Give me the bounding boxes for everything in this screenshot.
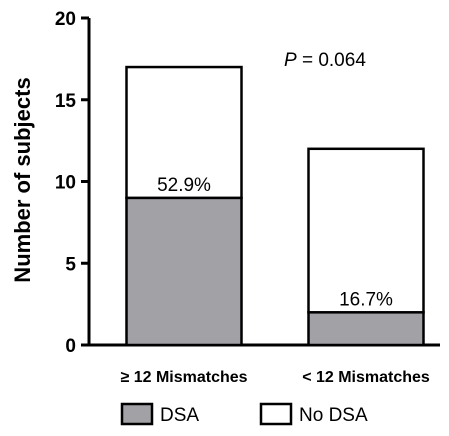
legend-label: DSA [160, 405, 199, 426]
legend-swatch [120, 402, 154, 426]
y-tick-label: 20 [55, 9, 76, 30]
bars: 52.9% ≥ 12 Mismatches 16.7% < 12 Mismatches [120, 65, 430, 386]
x-category-label: ≥ 12 Mismatches [120, 369, 247, 386]
p-value-annotation: P = 0.064 [284, 50, 366, 71]
y-tick-label: 15 [55, 91, 77, 112]
legend-label: No DSA [299, 405, 368, 426]
p-value-symbol: P [284, 50, 297, 71]
p-value-text: = 0.064 [297, 50, 367, 71]
y-axis-label: Number of subjects [10, 77, 35, 282]
percent-label: 16.7% [339, 289, 393, 310]
x-category-label: < 12 Mismatches [302, 369, 430, 386]
bar-segment-no-dsa [307, 147, 425, 314]
y-tick-label: 5 [65, 254, 76, 275]
bar-segment-dsa [125, 196, 243, 347]
legend-swatch [259, 402, 293, 426]
percent-label: 52.9% [157, 175, 211, 196]
legend: DSA No DSA [120, 402, 368, 426]
y-tick-label: 10 [55, 173, 76, 194]
bar-segment-no-dsa [125, 65, 243, 200]
y-tick-label: 0 [65, 336, 76, 357]
bar-segment-dsa [307, 311, 425, 347]
